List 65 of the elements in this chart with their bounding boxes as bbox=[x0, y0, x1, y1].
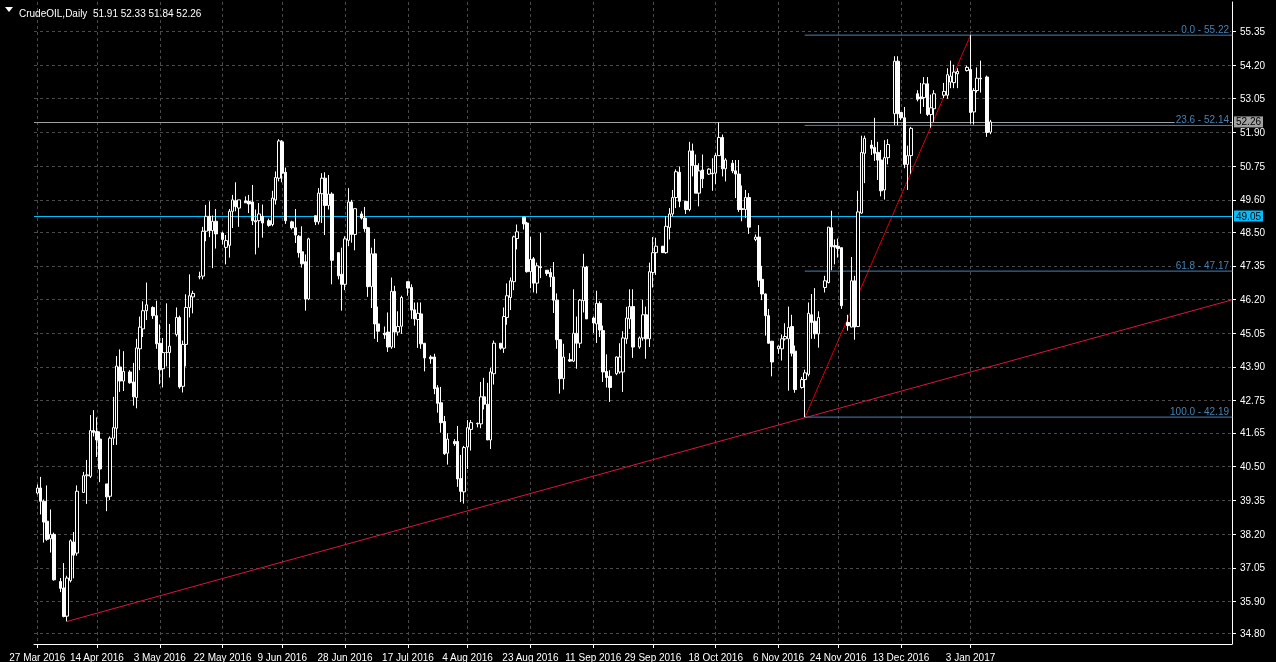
candlestick bbox=[373, 238, 377, 340]
x-tick-label: 3 May 2016 bbox=[133, 651, 187, 662]
x-tick-label: 9 Jun 2016 bbox=[257, 651, 308, 662]
y-tick-label: 38.20 bbox=[1240, 528, 1266, 540]
y-tick-label: 50.75 bbox=[1240, 160, 1266, 172]
x-tick-label: 18 Oct 2016 bbox=[688, 651, 744, 662]
candlestick bbox=[956, 67, 959, 89]
y-tick-label: 45.05 bbox=[1240, 327, 1266, 339]
candlestick bbox=[896, 55, 900, 126]
y-tick-label: 54.20 bbox=[1240, 59, 1266, 71]
y-tick-label: 42.75 bbox=[1240, 395, 1266, 407]
x-tick-label: 13 Dec 2016 bbox=[872, 651, 930, 662]
annotation: 0.0 - 55.22 bbox=[1181, 23, 1230, 35]
candlestick bbox=[952, 64, 956, 89]
y-tick-label: 47.35 bbox=[1240, 260, 1266, 272]
annotation: 23.6 - 52.14 bbox=[1175, 113, 1230, 125]
candlestick bbox=[323, 171, 327, 236]
y-tick-label: 34.80 bbox=[1240, 628, 1266, 640]
candlestick bbox=[711, 157, 714, 192]
y-tick-label: 49.60 bbox=[1240, 194, 1266, 206]
candlestick bbox=[893, 55, 896, 126]
candlestick bbox=[787, 306, 790, 392]
x-tick-label: 14 Apr 2016 bbox=[69, 651, 125, 662]
x-tick-label: 6 Nov 2016 bbox=[753, 651, 805, 662]
y-tick-label: 40.50 bbox=[1240, 461, 1266, 473]
annotation: 61.8 - 47.17 bbox=[1175, 259, 1230, 271]
y-tick-label: 51.90 bbox=[1240, 126, 1266, 138]
candlestick bbox=[479, 381, 483, 429]
candlestick bbox=[883, 139, 886, 201]
y-tick-label: 53.05 bbox=[1240, 93, 1266, 105]
candlestick bbox=[688, 141, 691, 212]
annotation: 100.0 - 42.19 bbox=[1170, 405, 1230, 417]
candlestick bbox=[979, 60, 982, 94]
x-tick-label: 27 Mar 2016 bbox=[9, 651, 66, 662]
candlestick bbox=[390, 277, 393, 350]
y-tick-label: 46.20 bbox=[1240, 294, 1266, 306]
x-tick-label: 3 Jan 2017 bbox=[945, 651, 996, 662]
x-tick-label: 28 Jun 2016 bbox=[317, 651, 374, 662]
y-tick-label: 43.90 bbox=[1240, 361, 1266, 373]
x-tick-label: 23 Aug 2016 bbox=[502, 651, 559, 662]
candlestick bbox=[122, 350, 125, 392]
text: CrudeOIL,Daily 51.91 52.33 51.84 52.26 bbox=[19, 7, 202, 19]
x-tick-label: 22 May 2016 bbox=[193, 651, 252, 662]
candlestick bbox=[747, 192, 751, 235]
y-tick-label: 37.05 bbox=[1240, 562, 1266, 574]
y-tick-label: 48.50 bbox=[1240, 226, 1266, 238]
x-tick-label: 4 Aug 2016 bbox=[442, 651, 494, 662]
candlestick bbox=[416, 301, 420, 349]
x-tick-label: 24 Nov 2016 bbox=[809, 651, 867, 662]
candlestick bbox=[678, 165, 681, 208]
ref-line-label: 52.26 bbox=[1236, 116, 1262, 128]
candlestick bbox=[969, 34, 972, 125]
y-tick-label: 39.35 bbox=[1240, 494, 1266, 506]
y-tick-label: 55.35 bbox=[1240, 25, 1266, 37]
candlestick bbox=[400, 295, 403, 335]
x-tick-label: 29 Sep 2016 bbox=[624, 651, 682, 662]
candlestick bbox=[631, 288, 635, 359]
x-tick-label: 17 Jul 2016 bbox=[382, 651, 435, 662]
x-tick-label: 11 Sep 2016 bbox=[565, 651, 622, 662]
y-tick-label: 41.65 bbox=[1240, 427, 1266, 439]
candlestick bbox=[562, 343, 565, 391]
candlestick bbox=[985, 75, 989, 138]
y-tick-label: 35.90 bbox=[1240, 595, 1266, 607]
ref-line-label: 49.05 bbox=[1236, 210, 1262, 222]
candlestick bbox=[595, 290, 598, 344]
